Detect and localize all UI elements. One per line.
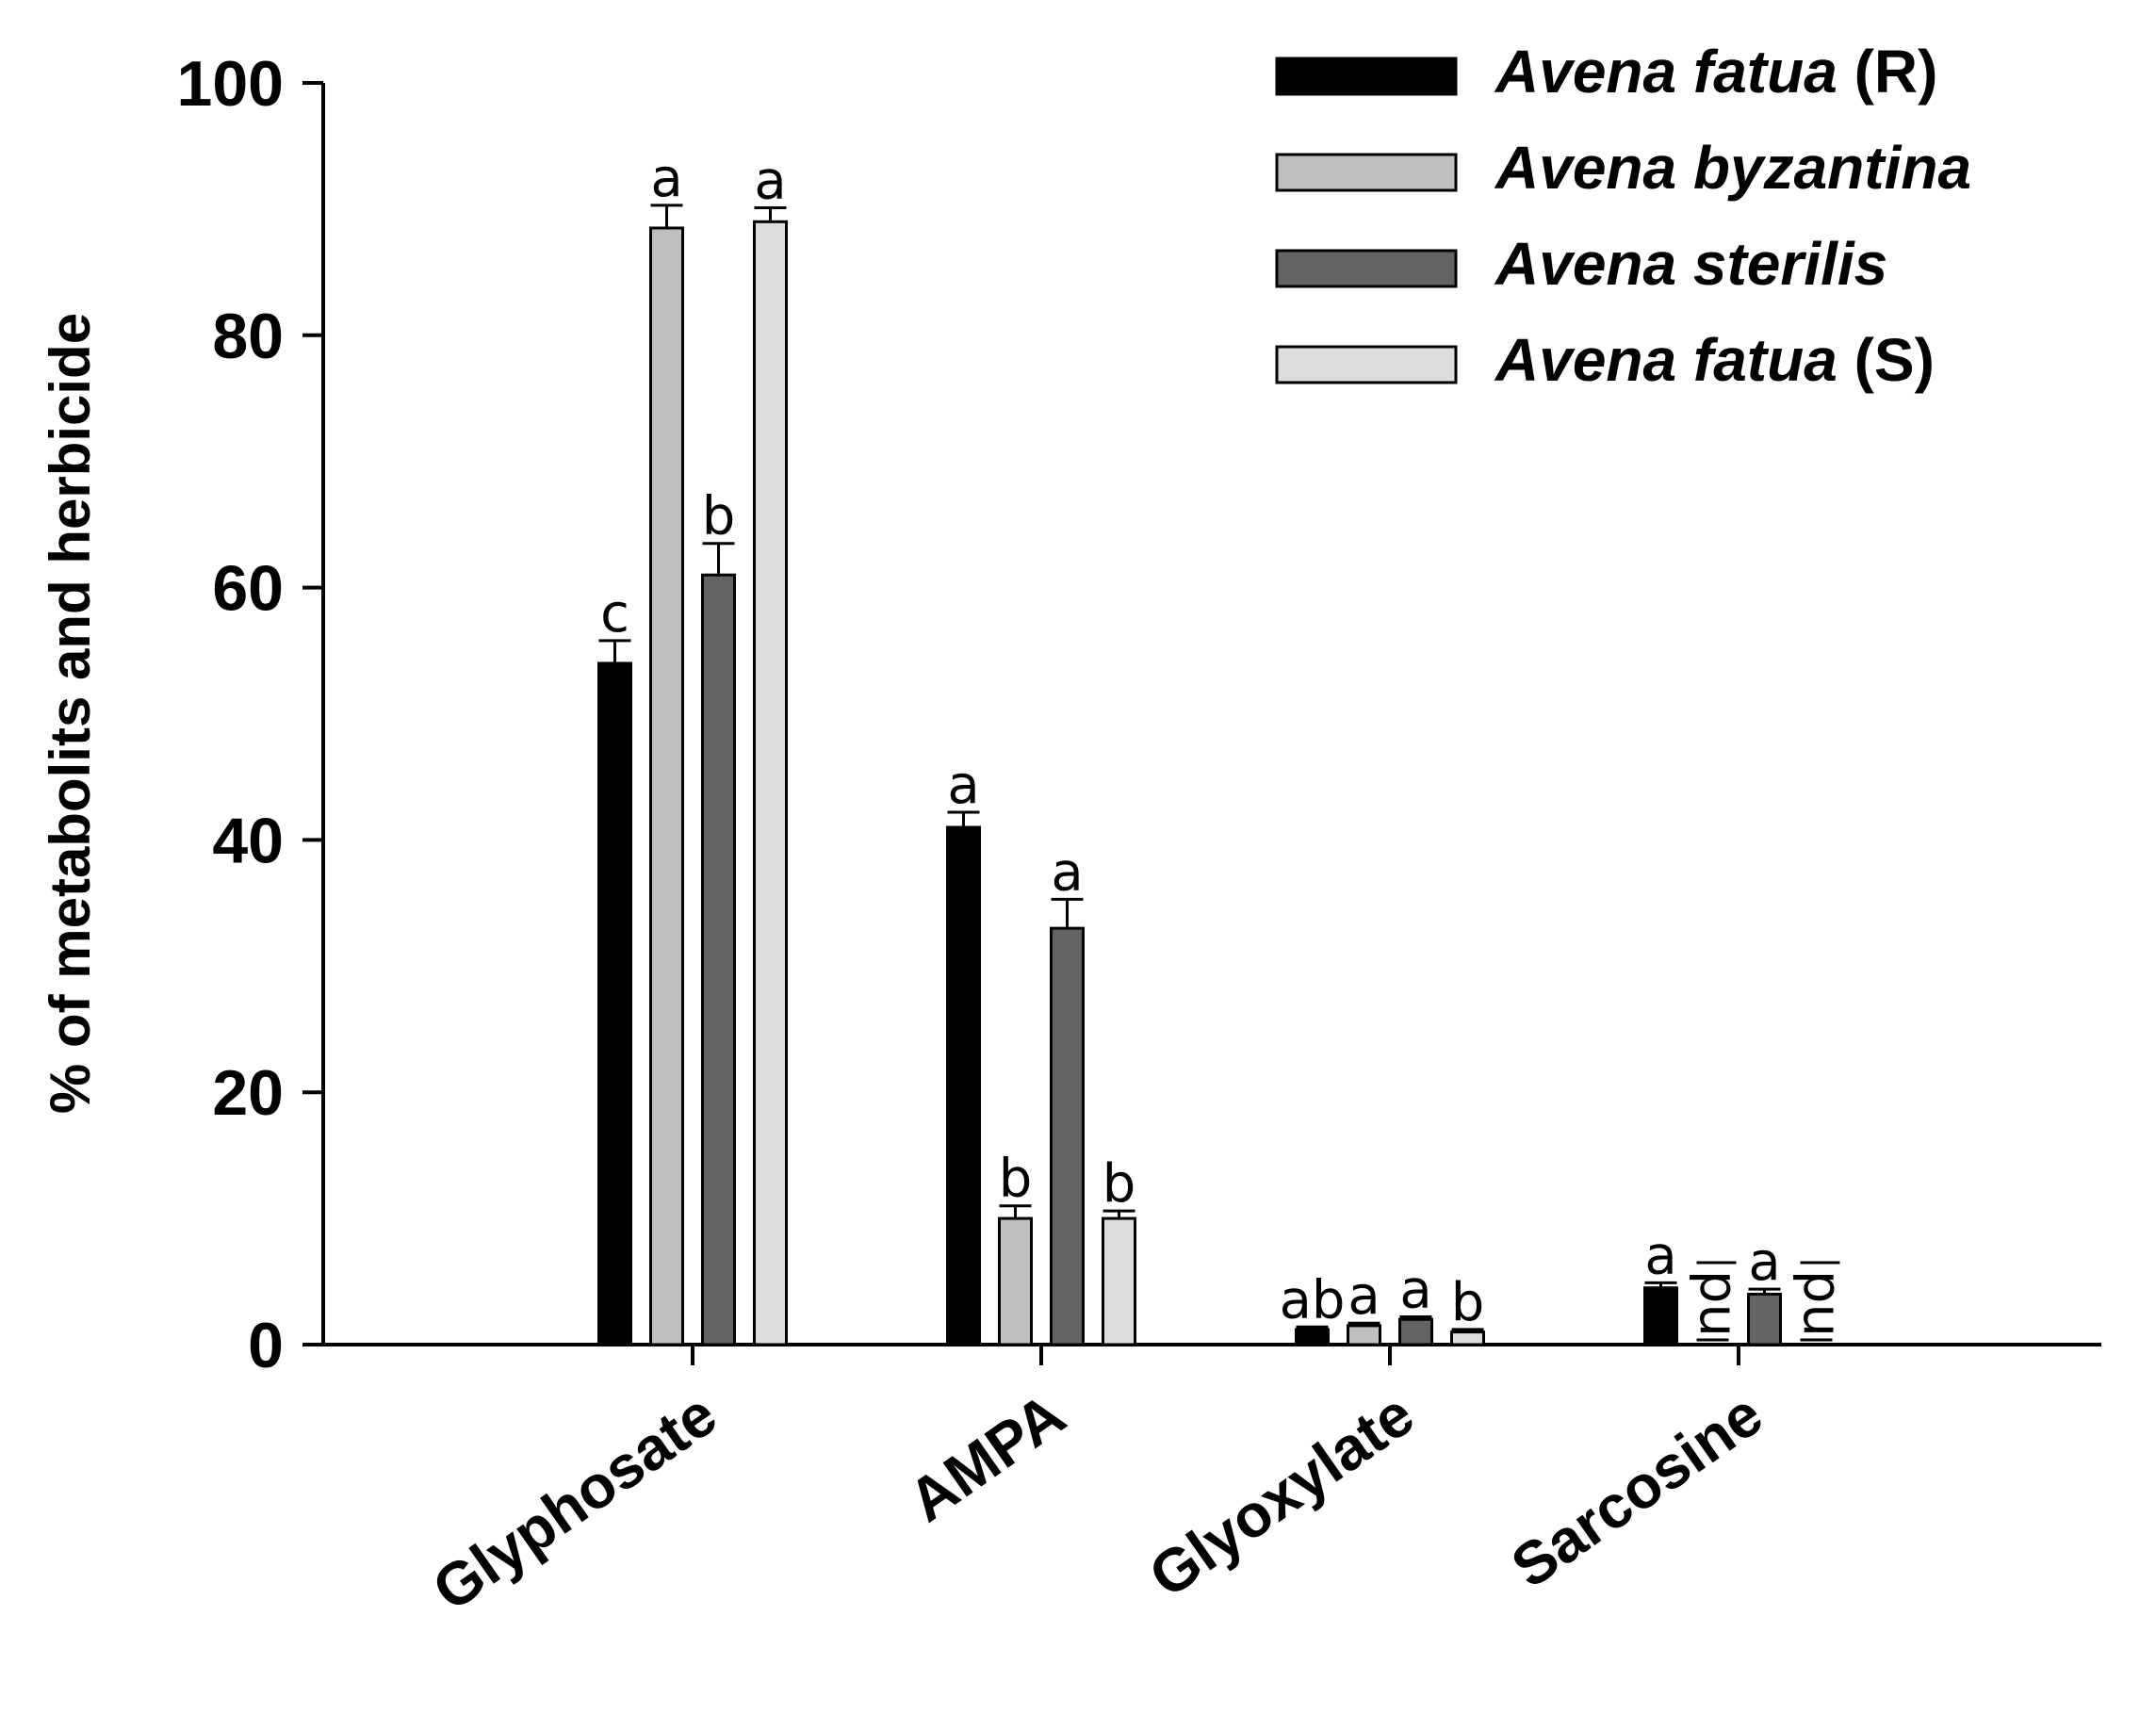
significance-label: a — [947, 755, 979, 816]
significance-label: a — [754, 151, 786, 212]
significance-label: ab — [1280, 1269, 1346, 1330]
significance-label: a — [1748, 1232, 1780, 1293]
significance-label: a — [1399, 1260, 1431, 1321]
legend-species-name: Avena fatua — [1494, 326, 1838, 394]
bar — [1398, 1317, 1433, 1346]
significance-label: a — [1051, 841, 1083, 903]
legend-biotype-suffix: (R) — [1838, 38, 1938, 106]
significance-label: b — [1102, 1153, 1136, 1215]
bar — [1050, 926, 1085, 1346]
y-tick-label: 100 — [177, 48, 284, 120]
legend-swatch — [1275, 57, 1458, 96]
legend-species-name: Avena byzantina — [1494, 134, 1971, 202]
y-tick-label: 40 — [212, 805, 284, 876]
significance-label: a — [650, 148, 682, 209]
bar — [597, 661, 632, 1346]
bar — [1102, 1216, 1136, 1346]
bar — [753, 220, 788, 1346]
significance-label: b — [1451, 1272, 1485, 1333]
bar — [998, 1216, 1033, 1346]
legend-entry: Avena fatua (S) — [1494, 326, 1935, 394]
legend-swatch — [1275, 249, 1458, 288]
significance-label: a — [1348, 1265, 1380, 1327]
significance-label: b — [999, 1149, 1033, 1210]
significance-label: nd — [1786, 1270, 1847, 1337]
bar — [701, 573, 736, 1346]
bar — [946, 825, 981, 1346]
legend-swatch — [1275, 153, 1458, 192]
legend-entry: Avena sterilis — [1494, 230, 1887, 298]
legend-species-name: Avena sterilis — [1494, 230, 1887, 298]
y-tick-label: 60 — [212, 553, 284, 625]
y-tick-label: 20 — [212, 1057, 284, 1129]
significance-label: b — [702, 486, 736, 547]
legend-entry: Avena byzantina — [1494, 134, 1971, 202]
significance-label: c — [600, 583, 629, 645]
bar — [1747, 1292, 1782, 1346]
bar — [1347, 1324, 1381, 1346]
x-tick-label-sarcosine: Sarcosine — [1499, 1379, 1774, 1600]
legend: Avena fatua (R) Avena byzantina Avena ster… — [1275, 38, 1971, 394]
y-ticks: 0 20 40 60 80 100 — [177, 48, 323, 1381]
y-axis-title: % of metabolits and herbicide — [39, 313, 102, 1114]
x-tick-label-ampa: AMPA — [896, 1379, 1077, 1534]
significance-label: a — [1644, 1225, 1676, 1286]
legend-biotype-suffix: (S) — [1838, 326, 1935, 394]
y-tick-label: 80 — [212, 301, 284, 372]
bar — [1450, 1330, 1485, 1346]
legend-species-name: Avena fatua — [1494, 38, 1838, 106]
bar — [1643, 1286, 1678, 1346]
x-ticks: Glyphosate AMPA Glyoxylate Sarcosine — [420, 1345, 1774, 1624]
bar — [1295, 1328, 1330, 1346]
y-tick-label: 0 — [248, 1310, 284, 1381]
bar — [649, 226, 684, 1346]
x-tick-label-glyphosate: Glyphosate — [420, 1379, 728, 1624]
legend-swatch — [1275, 345, 1458, 384]
significance-label: nd — [1682, 1270, 1743, 1337]
legend-entry: Avena fatua (R) — [1494, 38, 1937, 106]
x-tick-label-glyoxylate: Glyoxylate — [1137, 1379, 1426, 1610]
